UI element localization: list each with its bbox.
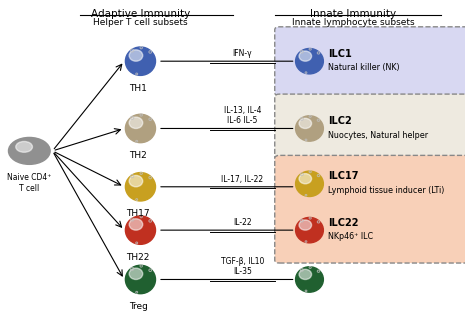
Ellipse shape [296,116,323,141]
Ellipse shape [296,171,323,197]
Ellipse shape [296,267,323,292]
Text: IFN-γ: IFN-γ [233,49,252,58]
Text: ILC22: ILC22 [328,218,358,228]
Text: ILC1: ILC1 [328,49,352,59]
Text: NKp46⁺ ILC: NKp46⁺ ILC [328,232,373,241]
Text: Natural killer (NK): Natural killer (NK) [328,63,400,72]
Text: TH2: TH2 [129,151,147,160]
Text: Lymphoid tissue inducer (LTi): Lymphoid tissue inducer (LTi) [328,186,444,195]
Circle shape [9,138,50,164]
Ellipse shape [129,219,143,230]
Text: Helper T cell subsets: Helper T cell subsets [93,18,188,27]
Ellipse shape [126,47,155,76]
Ellipse shape [299,269,311,280]
Text: IL-22: IL-22 [233,218,252,227]
Ellipse shape [126,114,155,143]
Text: Adaptive Immunity: Adaptive Immunity [91,9,190,19]
Text: TH17: TH17 [127,209,150,218]
Ellipse shape [129,117,143,129]
Text: Innate Immunity: Innate Immunity [310,9,397,19]
Ellipse shape [299,173,311,184]
Ellipse shape [296,217,323,243]
Text: ILC2: ILC2 [328,116,352,126]
FancyBboxPatch shape [275,155,469,263]
Text: Nuocytes, Natural helper: Nuocytes, Natural helper [328,130,428,139]
Circle shape [16,141,32,152]
Text: TH1: TH1 [129,84,147,93]
Text: ILC17: ILC17 [328,171,358,181]
Text: Innate lymphocyte subsets: Innate lymphocyte subsets [292,18,415,27]
Ellipse shape [299,220,311,230]
FancyBboxPatch shape [275,27,469,95]
Text: IL-13, IL-4
IL-6 IL-5: IL-13, IL-4 IL-6 IL-5 [224,106,261,125]
Ellipse shape [129,50,143,61]
Text: Treg: Treg [129,302,147,311]
Ellipse shape [296,48,323,74]
Ellipse shape [299,118,311,129]
Ellipse shape [129,175,143,187]
Text: Naive CD4⁺
T cell: Naive CD4⁺ T cell [7,173,52,193]
Ellipse shape [299,51,311,61]
Ellipse shape [126,216,155,244]
Text: TGF-β, IL10
IL-35: TGF-β, IL10 IL-35 [220,257,264,276]
Ellipse shape [126,173,155,201]
FancyBboxPatch shape [275,94,469,160]
Ellipse shape [129,268,143,280]
Text: TH22: TH22 [127,253,150,261]
Text: IL-17, IL-22: IL-17, IL-22 [221,175,264,184]
Ellipse shape [126,265,155,294]
